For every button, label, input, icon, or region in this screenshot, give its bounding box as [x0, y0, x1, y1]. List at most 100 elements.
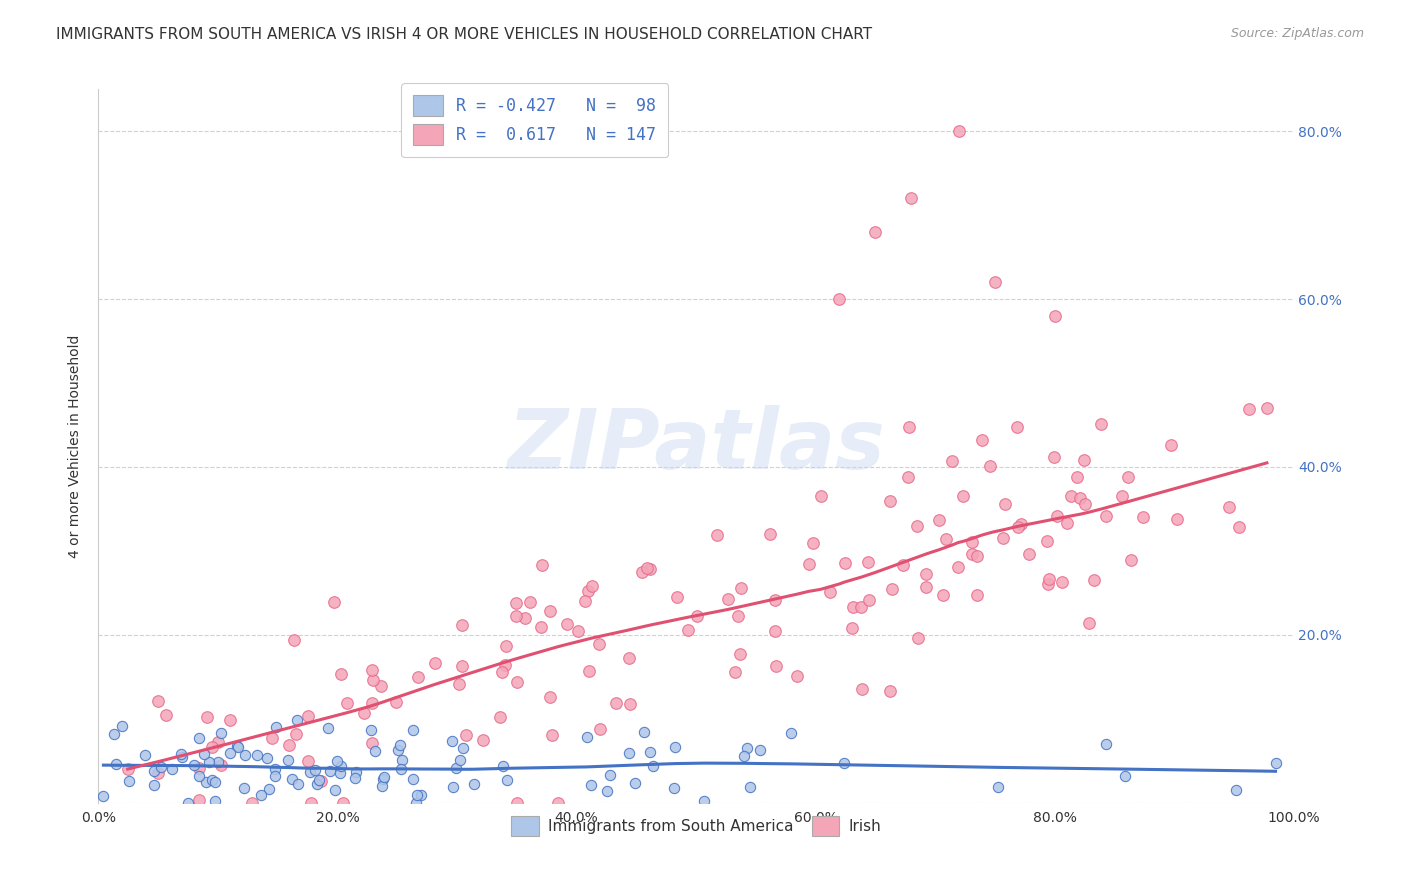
Point — [187, 769, 209, 783]
Point — [148, 766, 170, 780]
Point — [865, 225, 887, 239]
Point — [763, 592, 786, 607]
Point — [311, 773, 333, 788]
Point — [447, 677, 470, 691]
Point — [336, 696, 359, 710]
Point — [188, 731, 211, 745]
Point — [319, 764, 342, 778]
Point — [278, 739, 301, 753]
Point — [505, 608, 527, 623]
Point — [730, 581, 752, 595]
Legend: Immigrants from South America, Irish: Immigrants from South America, Irish — [502, 807, 890, 845]
Point — [952, 489, 974, 503]
Point — [686, 608, 709, 623]
Point — [316, 721, 339, 735]
Point — [323, 783, 346, 797]
Point — [727, 608, 749, 623]
Point — [879, 494, 901, 508]
Point — [1114, 769, 1136, 783]
Point — [987, 780, 1010, 795]
Point — [1083, 574, 1105, 588]
Point — [264, 770, 287, 784]
Point — [738, 780, 761, 794]
Point — [240, 796, 263, 810]
Point — [749, 743, 772, 757]
Point — [370, 679, 392, 693]
Point — [832, 756, 855, 771]
Point — [283, 632, 305, 647]
Point — [204, 774, 226, 789]
Point — [891, 558, 914, 572]
Point — [440, 734, 463, 748]
Point — [1018, 547, 1040, 561]
Point — [849, 599, 872, 614]
Point — [841, 620, 863, 634]
Point — [170, 747, 193, 761]
Point — [322, 595, 344, 609]
Point — [492, 759, 515, 773]
Point — [575, 730, 598, 744]
Point — [1111, 489, 1133, 503]
Point — [256, 751, 278, 765]
Text: ZIPatlas: ZIPatlas — [508, 406, 884, 486]
Point — [250, 788, 273, 802]
Point — [150, 760, 173, 774]
Point — [641, 759, 664, 773]
Point — [759, 527, 782, 541]
Point — [856, 555, 879, 569]
Point — [299, 796, 322, 810]
Point — [915, 581, 938, 595]
Point — [472, 732, 495, 747]
Point — [353, 706, 375, 721]
Point — [907, 632, 929, 646]
Point — [834, 556, 856, 570]
Y-axis label: 4 or more Vehicles in Household: 4 or more Vehicles in Household — [69, 334, 83, 558]
Point — [134, 748, 156, 763]
Point — [581, 579, 603, 593]
Point — [506, 674, 529, 689]
Point — [574, 594, 596, 608]
Point — [195, 774, 218, 789]
Text: IMMIGRANTS FROM SOUTH AMERICA VS IRISH 4 OR MORE VEHICLES IN HOUSEHOLD CORRELATI: IMMIGRANTS FROM SOUTH AMERICA VS IRISH 4… — [56, 27, 872, 42]
Point — [387, 743, 409, 757]
Point — [706, 528, 728, 542]
Point — [405, 788, 427, 802]
Point — [588, 722, 610, 736]
Point — [188, 761, 211, 775]
Point — [1237, 401, 1260, 416]
Point — [277, 753, 299, 767]
Point — [858, 593, 880, 607]
Point — [530, 558, 553, 572]
Point — [329, 766, 352, 780]
Point — [780, 726, 803, 740]
Point — [451, 658, 474, 673]
Point — [361, 663, 384, 677]
Point — [201, 739, 224, 754]
Point — [735, 740, 758, 755]
Point — [810, 489, 832, 503]
Point — [326, 755, 349, 769]
Point — [451, 740, 474, 755]
Point — [717, 592, 740, 607]
Point — [1038, 573, 1060, 587]
Point — [1095, 509, 1118, 524]
Point — [209, 758, 232, 772]
Point — [495, 639, 517, 653]
Point — [155, 708, 177, 723]
Point — [1007, 519, 1029, 533]
Point — [264, 719, 287, 733]
Point — [451, 617, 474, 632]
Point — [1005, 420, 1028, 434]
Point — [198, 755, 221, 769]
Point — [797, 557, 820, 571]
Point — [371, 779, 394, 793]
Point — [219, 746, 242, 760]
Point — [970, 433, 993, 447]
Point — [463, 777, 485, 791]
Point — [662, 781, 685, 796]
Point — [1119, 552, 1142, 566]
Point — [897, 470, 920, 484]
Point — [1132, 510, 1154, 524]
Point — [263, 762, 285, 776]
Point — [818, 585, 841, 599]
